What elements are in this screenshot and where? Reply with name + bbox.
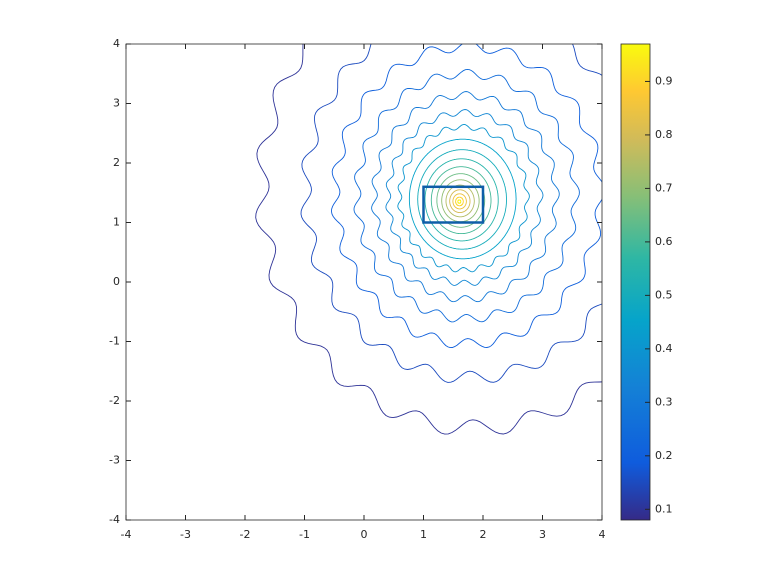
colorbar-frame: [620, 43, 651, 521]
colorbar-tick-label: 0.1: [655, 502, 673, 515]
contour-line: [452, 193, 467, 210]
contour-line: [441, 179, 480, 223]
colorbar-tick-label: 0.5: [655, 288, 673, 301]
contour-line: [371, 91, 560, 303]
contour-line: [300, 44, 602, 383]
contour-line: [457, 199, 462, 204]
contour-line: [424, 158, 499, 242]
y-tick-label: -3: [109, 454, 120, 467]
contour-line: [385, 109, 544, 286]
colorbar-tick-label: 0.6: [655, 235, 673, 248]
colorbar-tick-label: 0.7: [655, 181, 673, 194]
contour-line: [397, 123, 530, 273]
x-tick-label: 3: [539, 528, 546, 541]
contour-line: [353, 68, 580, 323]
contour-line: [331, 44, 602, 349]
x-tick-label: 0: [361, 528, 368, 541]
y-tick-label: -2: [109, 394, 120, 407]
x-tick-label: 4: [599, 528, 606, 541]
x-tick-label: -4: [121, 528, 132, 541]
colorbar-tick-label: 0.9: [655, 74, 673, 87]
contour-line: [255, 44, 602, 435]
x-tick-label: 1: [420, 528, 427, 541]
colorbar-tick-label: 0.3: [655, 395, 673, 408]
y-tick-label: 3: [113, 97, 120, 110]
y-tick-label: -1: [109, 335, 120, 348]
colorbar: [621, 44, 650, 520]
colorbar-tick-label: 0.4: [655, 342, 673, 355]
x-tick-label: -3: [180, 528, 191, 541]
y-tick-label: -4: [109, 513, 120, 526]
x-tick-label: 2: [480, 528, 487, 541]
contour-line: [430, 166, 492, 235]
contour-line: [436, 173, 486, 228]
y-tick-label: 4: [113, 37, 120, 50]
contour-line: [449, 189, 471, 214]
y-tick-label: 0: [113, 275, 120, 288]
colorbar-tick-label: 0.2: [655, 449, 673, 462]
plot-frame: [125, 43, 603, 521]
x-tick-label: -1: [299, 528, 310, 541]
colorbar-tick-label: 0.8: [655, 128, 673, 141]
contour-line: [417, 149, 507, 250]
y-tick-label: 2: [113, 156, 120, 169]
contour-line: [408, 138, 517, 260]
contour-line: [455, 196, 464, 207]
x-tick-label: -2: [240, 528, 251, 541]
y-tick-label: 1: [113, 216, 120, 229]
highlight-rectangle: [422, 185, 485, 224]
